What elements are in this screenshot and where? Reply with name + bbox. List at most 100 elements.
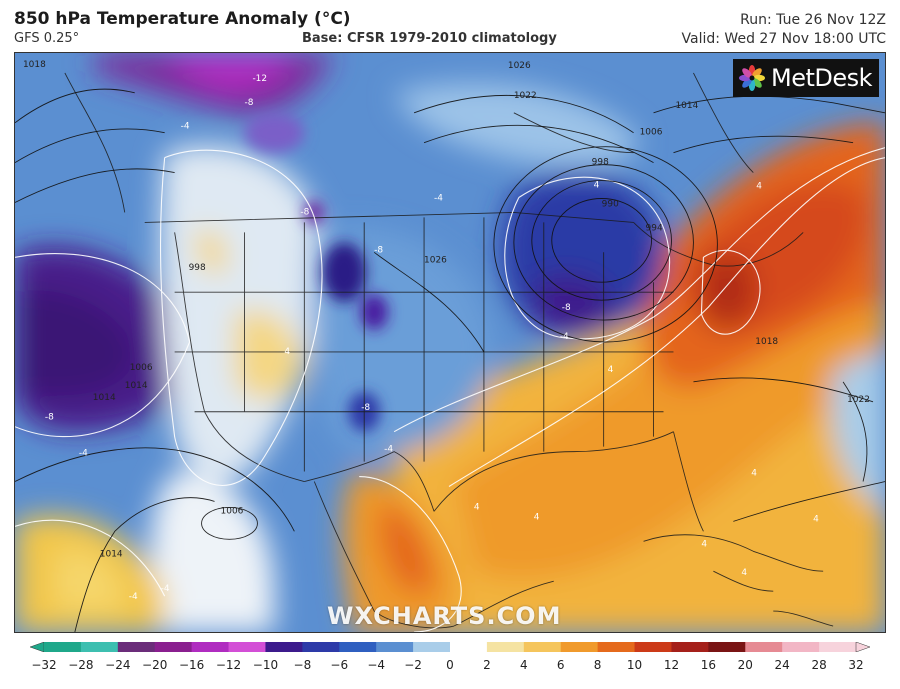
run-time: Run: Tue 26 Nov 12Z [740,12,886,28]
colorbar-tick-label: 0 [446,658,454,672]
colorbar-segment [708,642,746,652]
colorbar-segment [339,642,377,652]
colorbar-segment [117,642,156,652]
pressure-label: 990 [602,199,619,209]
colorbar-tick-label: 20 [737,658,753,672]
anomaly-label: -4 [434,193,443,203]
colorbar-segment [523,642,562,652]
colorbar-max-arrow [855,642,870,652]
map-canvas: 1018 1014 1026 1022 1006 1014 998 990 99… [15,53,885,632]
colorbar-tick-label: −4 [367,658,386,672]
anomaly-label: 4 [741,568,747,578]
colorbar-tick-label: −28 [68,658,94,672]
pressure-label: 998 [189,263,206,273]
colorbar-segment [597,642,636,652]
anomaly-label: -8 [244,98,253,108]
anomaly-label: 4 [608,365,614,375]
pressure-label: 1022 [847,395,870,405]
colorbar-segment [634,642,672,652]
colorbar-segment [782,642,820,652]
climatology-base: Base: CFSR 1979-2010 climatology [302,31,557,46]
anomaly-label: 4 [751,469,757,479]
pressure-label: 1014 [100,549,123,559]
anomaly-label: -8 [300,207,309,217]
pressure-label: 1014 [675,101,698,111]
colorbar-tick-label: 2 [483,658,491,672]
colorbar-tick-label: −24 [105,658,131,672]
colorbar-segment [228,642,266,652]
anomaly-field [15,53,885,632]
chart-title: 850 hPa Temperature Anomaly (°C) [14,9,351,29]
colorbar-tick-label: −32 [31,658,57,672]
logo-text: MetDesk [771,64,873,92]
colorbar-tick-label: 8 [593,658,602,672]
colorbar-tick-label: −2 [404,658,422,672]
pressure-label: 998 [592,158,609,168]
colorbar-tick-label: −12 [215,658,242,672]
colorbar-tick-label: 24 [774,658,790,672]
colorbar-segment [44,642,82,652]
pressure-label: 1026 [424,255,447,265]
anomaly-label: -8 [45,413,54,423]
colorbar-segment [745,642,783,652]
colorbar-labels: −32 −28 −24 −20 −16 −12 −10 −8 −6 −4 −2 0 2 4 6 8 10 12 16… [0,658,900,676]
colorbar-tick-label: 6 [556,658,565,672]
anomaly-label: 4 [756,182,762,192]
valid-time: Valid: Wed 27 Nov 18:00 UTC [681,31,886,47]
pressure-label: 1014 [93,393,116,403]
colorbar-tick-label: 16 [700,658,716,672]
anomaly-label: -8 [374,245,383,255]
pressure-label: 994 [646,223,663,233]
colorbar-segment [302,642,340,652]
anomaly-map: 1018 1014 1026 1022 1006 1014 998 990 99… [14,52,886,633]
pressure-label: 1006 [130,363,153,373]
anomaly-label: -4 [161,584,170,594]
pressure-label: 1014 [125,381,148,391]
colorbar-tick-label: 12 [663,658,680,672]
anomaly-label: -4 [384,445,393,455]
colorbar-tick-label: 10 [626,658,643,672]
anomaly-label: 4 [701,539,707,549]
anomaly-label: -8 [562,303,571,313]
pressure-label: 1026 [508,61,531,71]
anomaly-labels: -12 -8 -4 -8 -8 -8 -8 -4 4 4 4 4 4 -4 -8… [45,74,819,602]
colorbar-segment [671,642,709,652]
pressure-labels: 1018 1014 1026 1022 1006 1014 998 990 99… [23,60,870,559]
metdesk-logo: MetDesk [733,59,879,97]
colorbar-segment [265,642,303,652]
pressure-label: 1018 [755,337,778,347]
colorbar [30,642,870,652]
colorbar-segment [819,642,857,652]
anomaly-label: -4 [129,592,138,602]
pressure-label: 1006 [640,128,663,138]
colorbar-tick-label: −20 [142,658,168,672]
colorbar-segment [376,642,414,652]
colorbar-tick-label: −8 [293,658,312,672]
colorbar-segment [450,642,488,652]
colorbar-segment [560,642,599,652]
anomaly-label: 4 [594,181,600,191]
colorbar-segment [413,642,451,652]
colorbar-tick-label: −6 [330,658,349,672]
colorbar-segment [154,642,193,652]
colorbar-segment [191,642,230,652]
colorbar-tick-label: 28 [811,658,827,672]
colorbar-tick-label: −10 [252,658,279,672]
watermark: WXCHARTS.COM [327,602,562,630]
pressure-label: 1022 [514,91,537,101]
metdesk-flower-icon [739,65,765,91]
anomaly-label: 4 [284,347,290,357]
pressure-label: 1018 [23,60,46,70]
pressure-label: 1006 [221,506,244,516]
anomaly-label: 4 [534,512,540,522]
colorbar-tick-label: −16 [178,658,205,672]
anomaly-label: -4 [79,449,88,459]
boundaries [64,72,834,629]
model-name: GFS 0.25° [14,31,80,46]
colorbar-tick-label: 32 [848,658,864,672]
anomaly-label: -8 [361,403,370,413]
colorbar-min-arrow [30,642,45,652]
anomaly-label: 4 [813,514,819,524]
colorbar-segment [80,642,119,652]
anomaly-label: 4 [474,502,480,512]
